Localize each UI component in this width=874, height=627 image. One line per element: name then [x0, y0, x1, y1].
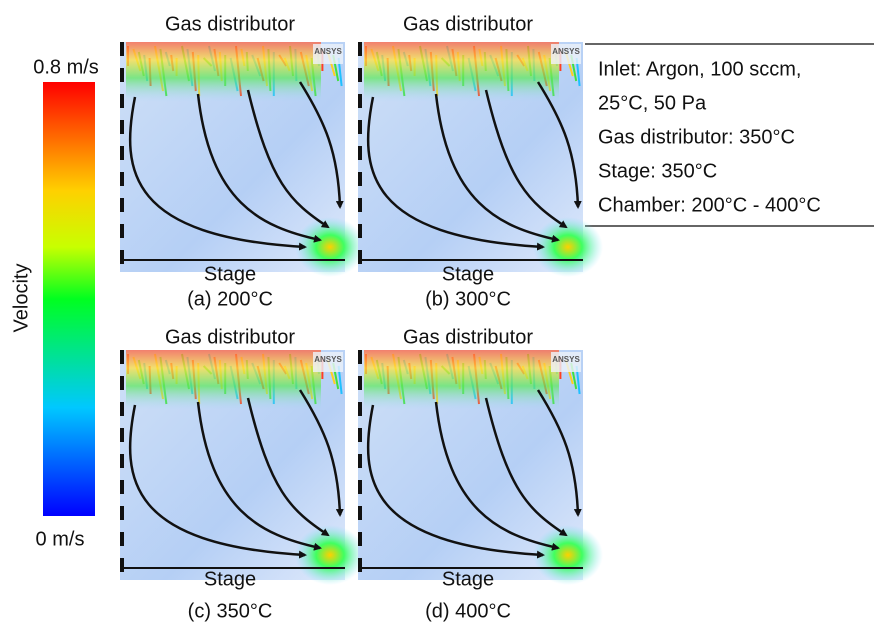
panel-title: Gas distributor [403, 13, 533, 35]
condition-line: 25°C, 50 Pa [598, 92, 707, 114]
colorbar-max: 0.8 m/s [33, 56, 99, 78]
flow-arrow [536, 389, 582, 517]
panel-caption: (a) 200°C [187, 288, 273, 310]
flow-arrow [196, 93, 322, 243]
condition-line: Stage: 350°C [598, 160, 717, 182]
hot-spot [533, 217, 603, 277]
simulation-panel: ANSYS [358, 42, 603, 277]
flow-arrow [298, 81, 344, 209]
hot-spot [295, 217, 365, 277]
stage-label: Stage [442, 568, 494, 590]
flow-arrow [536, 81, 582, 209]
flow-arrow [366, 96, 545, 251]
flow-arrow [484, 397, 568, 537]
flow-arrow [366, 404, 545, 559]
flow-arrow [434, 401, 560, 551]
condition-line: Gas distributor: 350°C [598, 126, 795, 148]
condition-line: Chamber: 200°C - 400°C [598, 194, 821, 216]
hot-spot [533, 525, 603, 585]
flow-arrow [196, 401, 322, 551]
colorbar-min: 0 m/s [36, 528, 85, 550]
stage-label: Stage [204, 263, 256, 285]
flow-arrow [128, 96, 307, 251]
colorbar-title: Velocity [10, 264, 32, 333]
simulation-panel: ANSYS [358, 350, 603, 585]
logo-box [551, 352, 581, 372]
panel-caption: (c) 350°C [188, 600, 273, 622]
distributor-jets [364, 350, 559, 410]
flow-arrow [246, 89, 330, 229]
simulation-panel: ANSYS [120, 350, 365, 585]
panel-title: Gas distributor [165, 326, 295, 348]
logo: ANSYS [314, 355, 342, 364]
stage-label: Stage [204, 568, 256, 590]
logo: ANSYS [552, 47, 580, 56]
distributor-jets [126, 42, 321, 102]
logo-box [313, 352, 343, 372]
colorbar [43, 82, 95, 516]
logo-box [313, 44, 343, 64]
logo: ANSYS [552, 355, 580, 364]
distributor-jets [126, 350, 321, 410]
condition-line: Inlet: Argon, 100 sccm, [598, 58, 801, 80]
panel-caption: (d) 400°C [425, 600, 511, 622]
panel-title: Gas distributor [165, 13, 295, 35]
panel-title: Gas distributor [403, 326, 533, 348]
flow-arrow [128, 404, 307, 559]
logo: ANSYS [314, 47, 342, 56]
hot-spot [295, 525, 365, 585]
stage-label: Stage [442, 263, 494, 285]
flow-arrow [298, 389, 344, 517]
flow-arrow [246, 397, 330, 537]
flow-arrow [434, 93, 560, 243]
distributor-jets [364, 42, 559, 102]
panel-caption: (b) 300°C [425, 288, 511, 310]
flow-arrow [484, 89, 568, 229]
logo-box [551, 44, 581, 64]
simulation-panel: ANSYS [120, 42, 365, 277]
